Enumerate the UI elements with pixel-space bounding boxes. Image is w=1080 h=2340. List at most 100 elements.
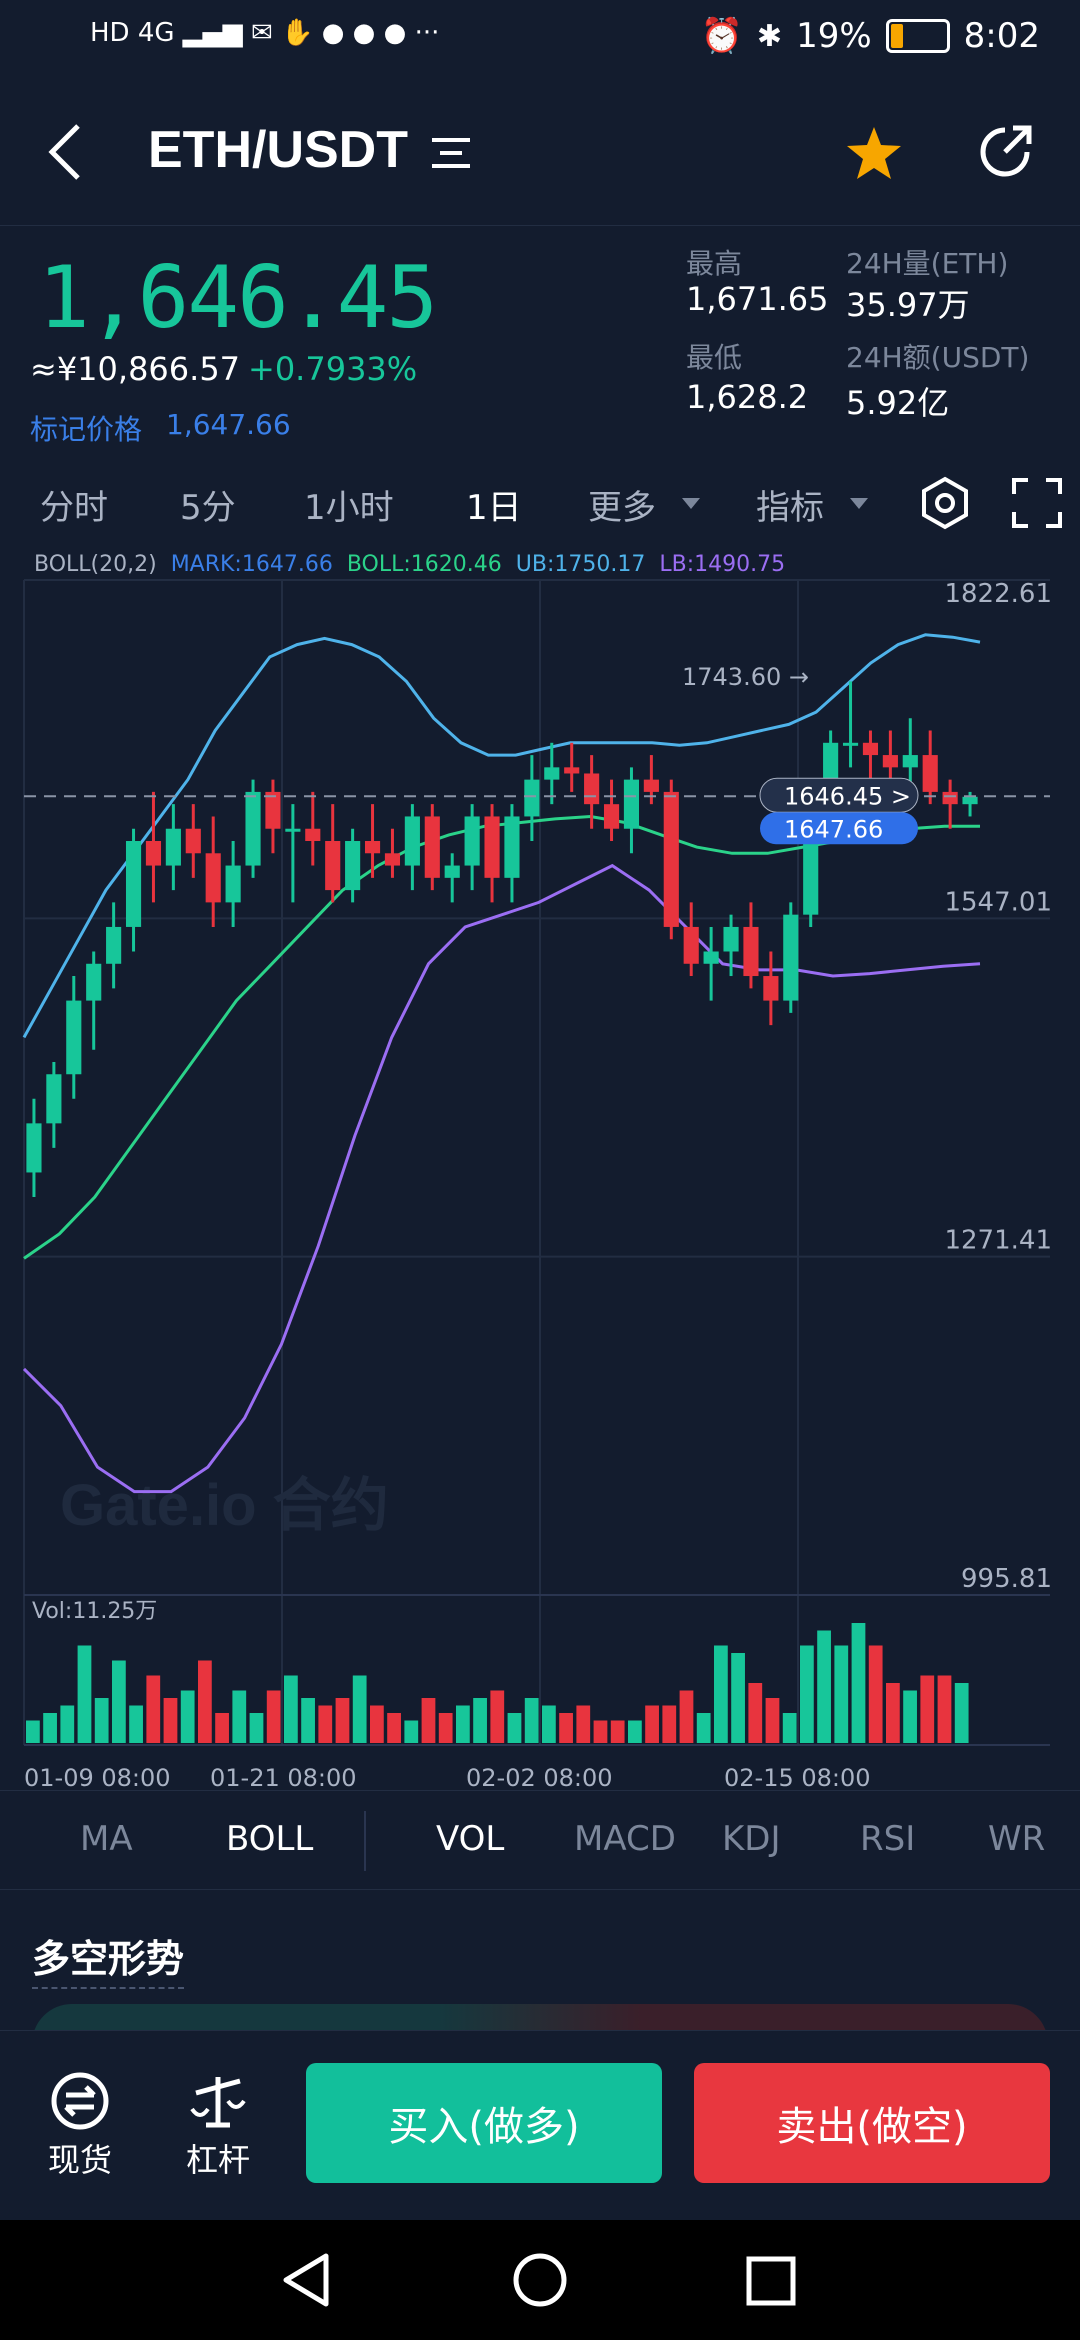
tab-ma[interactable]: MA	[80, 1819, 133, 1859]
chevron-left-icon[interactable]	[44, 122, 84, 182]
candle	[384, 828, 401, 878]
volume-label: 24H量(ETH)	[846, 247, 1009, 280]
volume-bar	[60, 1705, 75, 1743]
candle-body	[404, 816, 420, 866]
tab-rsi[interactable]: RSI	[860, 1819, 916, 1859]
volume-bar	[129, 1705, 143, 1743]
tab-vol[interactable]: VOL	[436, 1819, 505, 1859]
system-nav-bar	[0, 2220, 1080, 2340]
sell-short-button[interactable]: 卖出(做空)	[694, 2063, 1050, 2183]
volume-bar	[817, 1630, 831, 1743]
tab-wr[interactable]: WR	[988, 1819, 1046, 1859]
boll-lower-band	[22, 863, 981, 1494]
bottom-bar: 现货 杠杆 买入(做多) 卖出(做空)	[0, 2030, 1080, 2221]
spot-button[interactable]: 现货	[48, 2071, 112, 2181]
page-title[interactable]: ETH/USDT	[148, 121, 408, 179]
high-marker-label: 1743.60 →	[682, 663, 809, 691]
candle	[444, 853, 460, 903]
mark-price-tag	[760, 812, 918, 845]
fullscreen-icon[interactable]	[1012, 478, 1062, 528]
candle-body	[962, 796, 978, 805]
candle-body	[603, 804, 620, 829]
volume-label: Vol:11.25万	[32, 1599, 157, 1624]
candle-body	[922, 755, 938, 792]
candle	[504, 804, 520, 903]
tab-1h[interactable]: 1小时	[304, 488, 394, 528]
volume-bar	[834, 1645, 849, 1743]
tab-more[interactable]: 更多	[588, 488, 656, 528]
boll-middle-band	[23, 814, 980, 1260]
time-tick-label: 01-21 08:00	[210, 1764, 357, 1790]
tab-line[interactable]: 分时	[40, 488, 108, 528]
candle-body	[902, 755, 918, 768]
candle-body	[842, 742, 859, 746]
battery-percent: 19%	[796, 16, 872, 56]
volume-bar	[731, 1653, 745, 1743]
candle	[345, 828, 361, 903]
volume-bar	[886, 1683, 900, 1743]
volume-bar	[473, 1698, 487, 1743]
watermark: Gate.io 合约	[60, 1473, 389, 1538]
volume-bar	[370, 1705, 384, 1743]
volume-bar	[301, 1698, 315, 1743]
chevron-down-icon	[682, 498, 700, 509]
candle-body	[26, 1123, 42, 1173]
candle	[703, 926, 719, 1001]
low-value: 1,628.2	[686, 378, 809, 416]
volume-bar	[524, 1698, 539, 1743]
candle-body	[145, 841, 162, 866]
volume-bar	[903, 1690, 917, 1743]
candle	[364, 804, 381, 878]
leverage-button[interactable]: 杠杆	[186, 2071, 250, 2181]
section-title: 多空形势	[32, 1928, 185, 1989]
volume-bar	[559, 1713, 573, 1743]
candle	[544, 742, 560, 805]
candle	[564, 742, 580, 792]
share-icon[interactable]	[975, 122, 1035, 182]
volume-bar	[26, 1720, 40, 1743]
settings-icon[interactable]	[918, 476, 972, 530]
candle	[603, 779, 620, 842]
candle-body	[165, 828, 181, 866]
volume-bar	[318, 1705, 333, 1743]
low-label: 最低	[686, 341, 743, 374]
list-icon[interactable]	[432, 136, 470, 170]
battery-icon	[885, 19, 950, 53]
candle-body	[942, 791, 958, 805]
volume-bar	[266, 1690, 281, 1743]
tab-kdj[interactable]: KDJ	[722, 1819, 781, 1859]
candle	[743, 902, 759, 989]
volume-bar	[920, 1675, 935, 1743]
candle-body	[46, 1074, 62, 1124]
tab-boll[interactable]: BOLL	[226, 1819, 314, 1859]
candle	[285, 804, 301, 903]
volume-bar	[662, 1705, 677, 1743]
mark-price-value: 1,647.66	[166, 408, 291, 441]
cny-price: ≈¥10,866.57	[30, 350, 241, 388]
legend-mark: MARK:1647.66	[170, 552, 333, 577]
kline-chart[interactable]: 1822.61 1547.01 1271.41 995.81 Gate.io 合约 V…	[0, 0, 1080, 1790]
alarm-icon: ⏰	[700, 16, 743, 56]
nav-back-icon[interactable]	[282, 2252, 332, 2308]
candle	[484, 804, 500, 903]
time-tick-label: 02-02 08:00	[466, 1764, 613, 1790]
volume-bar	[679, 1690, 694, 1743]
tab-indicators[interactable]: 指标	[756, 488, 824, 528]
status-bar: HD 4G ▂▄▆ ✉ ✋ ● ● ● ··· ⏰ ✱ 19% 8:02	[0, 0, 1080, 80]
volume-bar	[284, 1675, 298, 1743]
tab-5m[interactable]: 5分	[180, 488, 236, 528]
exchange-icon	[51, 2072, 109, 2130]
last-price: 1,646.45	[38, 248, 438, 348]
buy-long-button[interactable]: 买入(做多)	[306, 2063, 662, 2183]
star-icon[interactable]	[845, 124, 903, 182]
candle	[46, 1061, 62, 1148]
price-change: +0.7933%	[248, 350, 418, 388]
candle	[225, 841, 241, 927]
volume-bar	[765, 1698, 780, 1743]
tab-1d[interactable]: 1日	[466, 488, 522, 528]
candle-body	[225, 865, 241, 903]
nav-recents-icon[interactable]	[746, 2256, 796, 2306]
tab-macd[interactable]: MACD	[574, 1819, 676, 1859]
nav-home-icon[interactable]	[512, 2252, 568, 2308]
candle	[205, 816, 221, 927]
